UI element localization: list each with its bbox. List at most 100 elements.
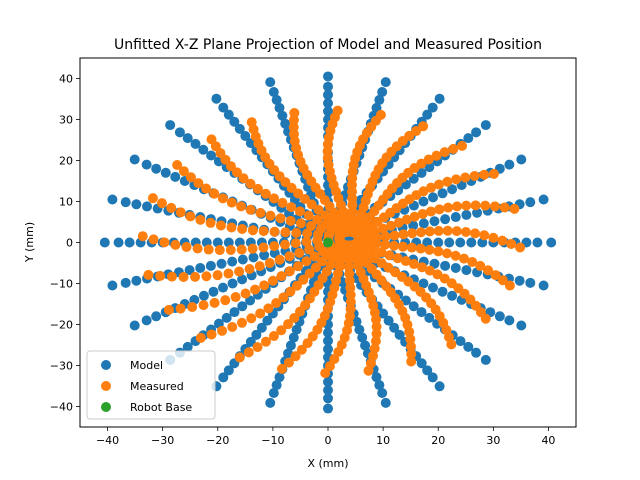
measured-point <box>459 253 470 264</box>
measured-point <box>480 200 491 211</box>
model-point <box>182 133 193 144</box>
model-point <box>120 197 131 208</box>
measured-point <box>345 289 356 300</box>
model-point <box>182 341 193 352</box>
model-point <box>129 154 140 165</box>
measured-point <box>254 261 265 272</box>
measured-point <box>231 167 242 178</box>
measured-point <box>245 178 256 189</box>
model-point <box>472 207 483 218</box>
model-point <box>120 277 131 288</box>
model-point <box>221 312 232 323</box>
model-point <box>424 312 435 323</box>
model-point <box>504 159 515 170</box>
measured-point <box>343 261 354 272</box>
model-point <box>229 307 240 318</box>
measured-point <box>451 226 462 237</box>
model-point <box>323 327 333 338</box>
measured-point <box>370 336 381 347</box>
measured-point <box>212 270 223 281</box>
measured-point <box>244 263 255 274</box>
x-tick-label: −20 <box>206 434 229 447</box>
measured-point <box>283 319 294 330</box>
model-point <box>516 320 527 331</box>
model-point <box>466 237 477 248</box>
measured-point <box>296 344 307 355</box>
model-point <box>248 252 259 263</box>
measured-point <box>274 254 285 265</box>
model-point <box>437 188 448 199</box>
measured-point <box>401 214 412 225</box>
model-point <box>283 348 294 359</box>
measured-point <box>181 241 192 252</box>
model-point <box>131 199 142 210</box>
measured-point <box>236 317 247 328</box>
measured-point <box>289 312 300 323</box>
measured-point <box>423 154 434 165</box>
chart-title: Unfitted X-Z Plane Projection of Model a… <box>114 37 542 53</box>
model-point <box>371 372 382 383</box>
model-point <box>271 380 282 391</box>
measured-point <box>143 269 154 280</box>
measured-point <box>215 220 226 231</box>
measured-point <box>450 250 461 261</box>
model-point <box>514 275 525 286</box>
measured-point <box>432 269 443 280</box>
measured-point <box>452 201 463 212</box>
model-point <box>256 322 267 333</box>
measured-point <box>371 321 382 332</box>
measured-point <box>509 203 520 214</box>
model-point <box>99 237 110 248</box>
model-point <box>229 116 240 127</box>
measured-point <box>291 227 302 238</box>
model-point <box>271 94 282 105</box>
model-point <box>141 159 152 170</box>
measured-point <box>203 244 214 255</box>
measured-point <box>175 207 186 218</box>
measured-point <box>178 166 189 177</box>
model-point <box>234 123 245 134</box>
measured-point <box>259 280 270 291</box>
measured-point <box>276 271 287 282</box>
measured-point <box>288 115 299 126</box>
robot-base-point <box>323 237 333 248</box>
measured-point <box>245 204 256 215</box>
model-point <box>205 260 216 271</box>
measured-point <box>178 271 189 282</box>
measured-point <box>397 241 408 252</box>
measured-point <box>398 229 409 240</box>
measured-point <box>479 230 490 241</box>
measured-point <box>290 238 301 249</box>
y-tick-label: −30 <box>50 360 73 373</box>
measured-point <box>258 242 269 253</box>
measured-point <box>156 198 167 209</box>
model-point <box>251 329 262 340</box>
measured-point <box>147 193 158 204</box>
measured-point <box>265 210 276 221</box>
measured-point <box>448 143 459 154</box>
y-tick-label: 10 <box>59 196 73 209</box>
x-tick-label: 10 <box>376 434 390 447</box>
model-point <box>259 250 270 261</box>
measured-point <box>470 200 481 211</box>
model-point <box>434 381 445 392</box>
measured-point <box>192 243 203 254</box>
measured-point <box>457 140 468 151</box>
measured-point <box>190 271 201 282</box>
model-point <box>288 332 299 343</box>
measured-point <box>236 244 247 255</box>
measured-point <box>320 210 331 221</box>
model-point <box>429 216 440 227</box>
measured-point <box>294 306 305 317</box>
measured-point <box>409 211 420 222</box>
model-point <box>141 315 152 326</box>
model-point <box>218 102 229 113</box>
measured-point <box>406 348 417 359</box>
model-point <box>323 376 333 387</box>
measured-point <box>301 236 312 247</box>
x-tick-label: 0 <box>325 434 332 447</box>
model-point <box>323 89 333 100</box>
measured-point <box>280 227 291 238</box>
model-point <box>323 106 333 117</box>
measured-point <box>416 158 427 169</box>
